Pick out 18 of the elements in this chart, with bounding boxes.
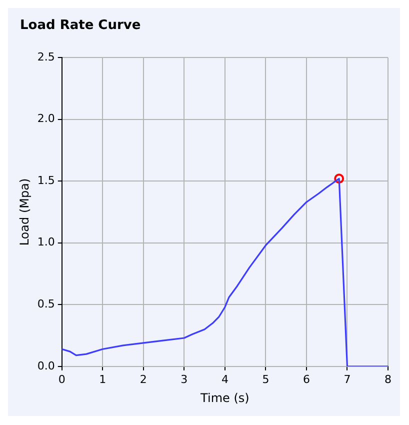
- x-tick-label: 7: [344, 372, 351, 386]
- y-tick-label: 0.5: [37, 298, 55, 310]
- x-tick-label: 0: [58, 372, 66, 386]
- y-tick-label: 1.0: [37, 236, 55, 249]
- x-tick-label: 8: [384, 372, 392, 386]
- x-axis-title: Time (s): [200, 390, 250, 405]
- y-tick-label: 2.5: [37, 50, 55, 64]
- x-tick-label: 6: [302, 372, 310, 386]
- x-tick-label: 4: [221, 372, 228, 386]
- y-tick-label: 0.0: [37, 359, 55, 372]
- x-tick-label: 3: [180, 372, 188, 386]
- y-tick-label: 2.0: [37, 112, 55, 126]
- chart-title: Load Rate Curve: [20, 18, 141, 33]
- x-tick-label: 5: [262, 372, 270, 386]
- x-tick-label: 1: [99, 372, 106, 386]
- x-tick-label: 2: [140, 372, 147, 386]
- y-tick-label: 1.5: [37, 174, 55, 187]
- y-axis-title: Load (Mpa): [17, 178, 32, 246]
